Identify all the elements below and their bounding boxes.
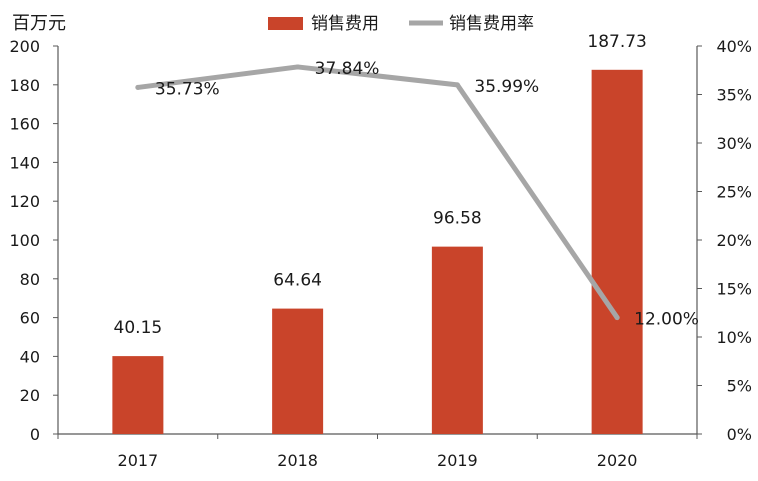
right-axis-tick-label: 25% bbox=[716, 183, 752, 202]
right-axis-tick-label: 5% bbox=[727, 377, 752, 396]
bar-value-labels: 40.15 64.64 96.58 187.73 bbox=[114, 32, 647, 338]
line-series bbox=[135, 64, 620, 321]
right-axis-tick-label: 10% bbox=[716, 328, 752, 347]
bar-value-label: 64.64 bbox=[273, 271, 322, 291]
x-axis-tick-label: 2020 bbox=[597, 451, 638, 470]
left-axis-tick-label: 100 bbox=[9, 231, 40, 250]
right-axis-tick-label: 20% bbox=[716, 231, 752, 250]
left-axis-tick-label: 20 bbox=[20, 386, 40, 405]
bar-value-label: 96.58 bbox=[433, 209, 482, 229]
left-axis-tick-label: 120 bbox=[9, 192, 40, 211]
bar bbox=[112, 356, 164, 434]
x-axis-tick-label: 2017 bbox=[118, 451, 159, 470]
legend: 销售费用 销售费用率 bbox=[268, 14, 534, 34]
line-value-label: 35.99% bbox=[474, 77, 539, 97]
left-axis: 0 20 40 60 80 100 120 140 160 180 200 bbox=[9, 37, 59, 444]
bar bbox=[431, 246, 483, 434]
left-axis-tick-label: 140 bbox=[9, 153, 40, 172]
x-axis: 2017 2018 2019 2020 bbox=[57, 433, 698, 470]
line-value-label: 35.73% bbox=[155, 79, 220, 99]
bar-value-label: 40.15 bbox=[114, 318, 163, 338]
right-axis-tick-label: 30% bbox=[716, 134, 752, 153]
bar bbox=[272, 308, 324, 434]
left-axis-tick-label: 60 bbox=[20, 309, 40, 328]
right-axis-tick-label: 0% bbox=[727, 425, 752, 444]
left-axis-tick-label: 40 bbox=[20, 347, 40, 366]
left-axis-tick-label: 200 bbox=[9, 37, 40, 56]
line-point bbox=[454, 82, 460, 88]
line-value-label: 37.84% bbox=[315, 59, 380, 79]
bar bbox=[591, 69, 643, 434]
left-axis-tick-label: 160 bbox=[9, 115, 40, 134]
right-axis-tick-label: 40% bbox=[716, 37, 752, 56]
legend-bar-swatch bbox=[268, 17, 303, 30]
line-path bbox=[135, 64, 620, 321]
line-value-labels: 35.73% 37.84% 35.99% 12.00% bbox=[155, 59, 699, 330]
x-axis-tick-label: 2019 bbox=[437, 451, 478, 470]
legend-line-label: 销售费用率 bbox=[449, 14, 534, 34]
line-point bbox=[295, 64, 301, 70]
right-axis-tick-label: 15% bbox=[716, 280, 752, 299]
bar-series bbox=[112, 69, 643, 434]
right-axis-tick-label: 35% bbox=[716, 86, 752, 105]
x-axis-tick-label: 2018 bbox=[277, 451, 318, 470]
left-axis-unit-label: 百万元 bbox=[12, 13, 66, 34]
legend-bar-label: 销售费用 bbox=[311, 14, 379, 34]
left-axis-tick-label: 0 bbox=[30, 425, 40, 444]
left-axis-tick-label: 180 bbox=[9, 76, 40, 95]
line-point bbox=[614, 315, 620, 321]
line-value-label: 12.00% bbox=[634, 310, 699, 330]
bar-value-label: 187.73 bbox=[587, 32, 646, 52]
left-axis-tick-label: 80 bbox=[20, 270, 40, 289]
right-axis: 0% 5% 10% 15% 20% 25% 30% 35% 40% bbox=[696, 37, 752, 444]
line-point bbox=[135, 84, 141, 90]
